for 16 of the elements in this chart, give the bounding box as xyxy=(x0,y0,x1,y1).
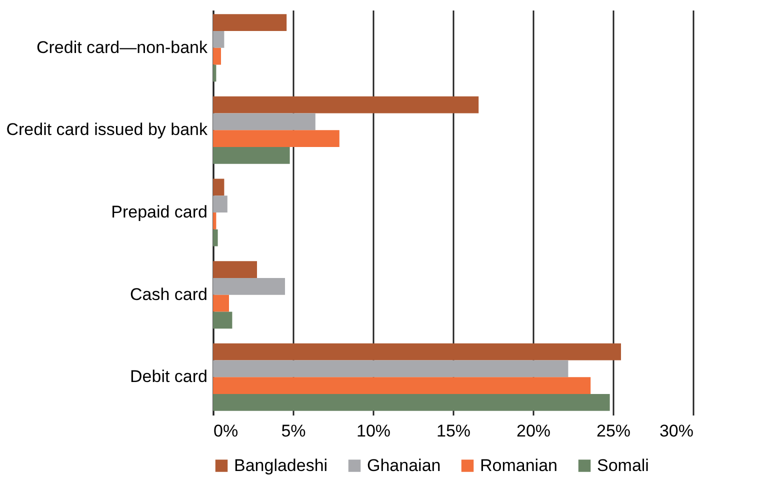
y-tick-label: Credit card—non-bank xyxy=(36,38,208,57)
legend-label: Somali xyxy=(597,456,649,475)
legend-label: Ghanaian xyxy=(367,456,441,475)
x-tick-label: 15% xyxy=(436,422,471,440)
x-tick-label: 25% xyxy=(596,422,631,440)
x-tick-label: 0% xyxy=(214,422,238,440)
legend-label: Bangladeshi xyxy=(234,456,328,475)
y-tick-label: Prepaid card xyxy=(111,202,208,222)
y-tick-label: Debit card xyxy=(130,367,208,386)
legend-label: Romanian xyxy=(480,456,558,475)
y-tick-label: Credit card issued by bank xyxy=(6,120,208,140)
x-tick-label: 30% xyxy=(659,422,694,440)
x-tick-label: 5% xyxy=(281,422,306,440)
y-tick-label: Cash card xyxy=(130,284,208,304)
x-tick-label: 20% xyxy=(516,422,551,440)
x-tick-label: 10% xyxy=(356,422,391,440)
